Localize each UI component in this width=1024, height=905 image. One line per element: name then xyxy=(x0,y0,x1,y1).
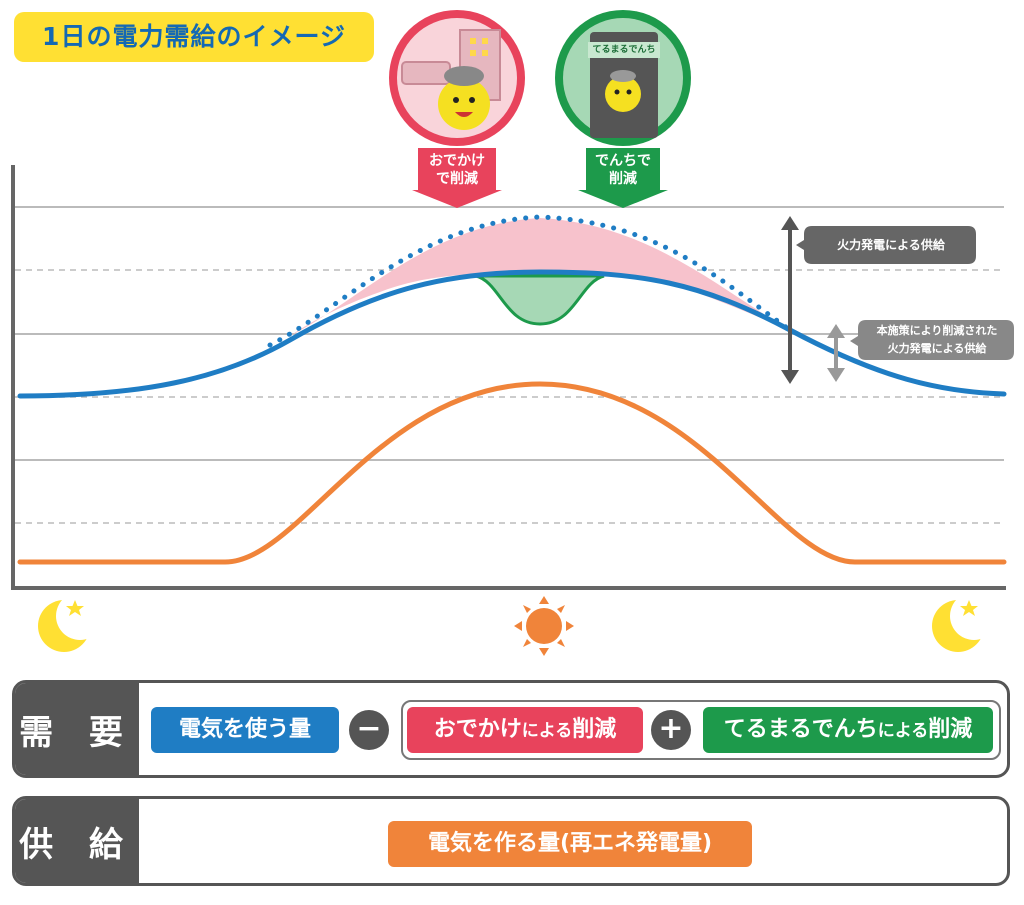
odekake-reduction-pill: おでかけによる削減 xyxy=(407,707,643,753)
terumaru-reduction-area xyxy=(475,274,605,326)
terumaru-end: 削減 xyxy=(928,717,973,742)
odekake-badge-icon xyxy=(389,10,525,208)
odekake-badge-text: おでかけ で削減 xyxy=(418,152,496,188)
page-title: 1日の電力需給のイメージ xyxy=(14,12,374,62)
odekake-badge-line1: おでかけ xyxy=(429,153,485,169)
terumaru-small: による xyxy=(877,721,929,741)
odekake-end: 削減 xyxy=(572,717,617,742)
odekake-main: おでかけ xyxy=(433,717,522,742)
reduction-group xyxy=(401,700,1001,760)
thermal-callout-box xyxy=(796,226,976,264)
thermal-supply-label: 火力発電による供給 xyxy=(837,238,945,252)
terumaru-reduction-pill: てるまるでんちによる削減 xyxy=(703,707,993,753)
reduced-thermal-arrow xyxy=(827,324,845,382)
demand-supply-chart xyxy=(11,10,1014,656)
reduced-thermal-line1: 本施策により削減された xyxy=(876,324,998,337)
moon-icon xyxy=(38,592,104,652)
odekake-small: による xyxy=(521,721,573,741)
reduced-thermal-line2: 火力発電による供給 xyxy=(887,342,987,355)
terumaru-badge-icon xyxy=(555,10,691,208)
thermal-arrow xyxy=(781,216,799,384)
use-electricity-pill: 電気を使う量 xyxy=(151,707,339,753)
make-electricity-pill: 電気を作る量(再エネ発電量) xyxy=(388,821,752,867)
terumaru-badge-text: でんちで 削減 xyxy=(586,152,660,188)
terumaru-box-label: てるまるでんち xyxy=(592,45,656,55)
supply-label: 供 給 xyxy=(15,799,139,883)
odekake-badge-line2: で削減 xyxy=(436,171,478,187)
terumaru-main: てるまるでんち xyxy=(723,717,878,742)
moon-icon xyxy=(932,592,998,652)
odekake-reduction-area xyxy=(290,218,790,336)
demand-row: 需 要 電気を使う量 − おでかけによる削減 + てるまるでんちによる削減 xyxy=(12,680,1010,778)
supply-row: 供 給 電気を作る量(再エネ発電量) xyxy=(12,796,1010,886)
plus-icon: + xyxy=(651,710,691,750)
terumaru-badge-line2: 削減 xyxy=(609,171,637,187)
terumaru-badge-line1: でんちで xyxy=(595,153,651,169)
demand-line xyxy=(17,269,1007,399)
sun-icon xyxy=(514,596,574,656)
reduced-callout-box xyxy=(850,320,1014,360)
supply-line xyxy=(17,381,1007,565)
original-demand-dotted-line xyxy=(267,214,793,348)
minus-icon: − xyxy=(349,710,389,750)
demand-label: 需 要 xyxy=(15,683,139,775)
reduced-thermal-label: 本施策により削減された 火力発電による供給 xyxy=(860,322,1014,358)
